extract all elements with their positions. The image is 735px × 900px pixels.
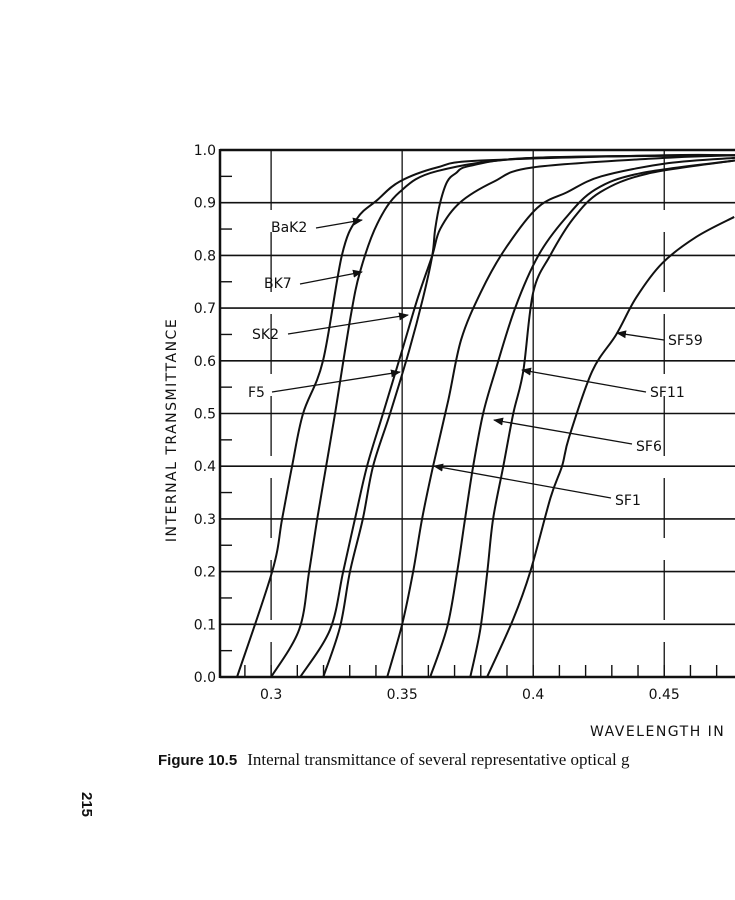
series-label-sf6: SF6	[636, 439, 662, 455]
x-tick-label: 0.3	[260, 687, 282, 703]
x-tick-label: 0.35	[387, 687, 418, 703]
axis-ticks: 0.0 0.1 0.2 0.3 0.4 0.5 0.6 0.7 0.8 0.9 1.0 0.3 0.35…	[194, 143, 718, 703]
curve-sf6	[429, 159, 735, 678]
x-axis-title: WAVELENGTH IN	[590, 724, 725, 740]
label-arrow-sf1	[433, 463, 612, 499]
y-tick-label: 0.8	[194, 248, 216, 264]
series-label-sf59: SF59	[668, 333, 703, 349]
label-arrow-sk2	[287, 312, 409, 335]
y-axis-title: INTERNAL TRANSMITTANCE	[164, 318, 180, 542]
series-label-sf11: SF11	[650, 385, 685, 401]
x-tick-label: 0.4	[522, 687, 544, 703]
series-label-sf1: SF1	[615, 493, 641, 509]
label-arrow-sf6	[493, 417, 633, 445]
label-arrow-sf11	[521, 367, 647, 393]
caption-text: Internal transmittance of several repres…	[247, 750, 630, 769]
y-tick-label: 0.6	[194, 354, 216, 370]
curve-bk7	[270, 154, 735, 678]
figure-caption: Figure 10.5 Internal transmittance of sev…	[158, 750, 630, 770]
grid	[218, 148, 735, 679]
label-arrow-bak2	[315, 217, 363, 229]
curves	[236, 153, 735, 678]
series-label-f5: F5	[248, 385, 265, 401]
series-annotations: BaK2 BK7 SK2 F5 SF1 SF6 SF11 SF59	[248, 217, 703, 509]
series-label-bk7: BK7	[264, 276, 292, 292]
page-number: 215	[78, 791, 96, 818]
series-label-sk2: SK2	[252, 327, 279, 343]
y-tick-label: 0.0	[194, 670, 216, 686]
y-tick-label: 0.5	[194, 407, 216, 423]
curve-sf59	[486, 216, 735, 678]
series-label-bak2: BaK2	[271, 220, 307, 236]
y-tick-label: 0.2	[194, 565, 216, 581]
y-tick-label: 0.1	[194, 617, 216, 633]
curve-sf1	[386, 156, 735, 678]
curve-sk2	[299, 154, 735, 678]
curve-f5	[322, 154, 735, 678]
y-tick-label: 1.0	[194, 143, 216, 159]
label-arrow-f5	[271, 369, 401, 393]
curve-bak2	[236, 153, 735, 678]
y-tick-label: 0.3	[194, 512, 216, 528]
y-tick-label: 0.7	[194, 301, 216, 317]
y-tick-label: 0.4	[194, 459, 216, 475]
figure-label: Figure 10.5	[158, 752, 238, 769]
label-arrow-sf59	[616, 330, 665, 341]
y-tick-label: 0.9	[194, 196, 216, 212]
curve-sf11	[469, 159, 735, 678]
x-tick-label: 0.45	[649, 687, 680, 703]
label-arrow-bk7	[299, 269, 363, 285]
